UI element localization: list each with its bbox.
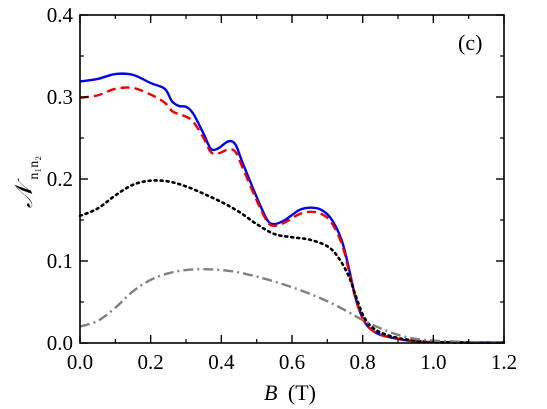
- tick-labels: 0.0 0.2 0.4 0.6 0.8 1.0 1.2 0.0 0.1 0.2 0.3 0.4: [47, 3, 517, 374]
- series-line-3-dotted: [78, 179, 506, 344]
- y-axis-label: 𝒩 n₁n₂: [12, 156, 42, 208]
- y-tick-label: 0.3: [47, 85, 73, 109]
- y-tick-label: 0.0: [47, 331, 73, 355]
- x-axis-unit: (T): [288, 380, 316, 405]
- plot-frame: [79, 14, 505, 344]
- x-tick-label: 1.2: [491, 350, 517, 374]
- series-line-2-dashed: [79, 86, 505, 344]
- y-tick-label: 0.4: [47, 3, 74, 27]
- y-tick-label: 0.2: [47, 167, 73, 191]
- series-line-1-solid: [79, 72, 505, 344]
- y-tick-label: 0.1: [47, 249, 73, 273]
- curves: [78, 72, 506, 344]
- x-axis-label: B (T): [264, 380, 316, 405]
- x-axis-symbol: B: [264, 380, 277, 405]
- x-tick-label: 0.0: [67, 350, 93, 374]
- x-tick-label: 0.2: [138, 350, 164, 374]
- x-tick-label: 0.6: [279, 350, 305, 374]
- x-tick-label: 0.8: [350, 350, 376, 374]
- y-axis-symbol: 𝒩: [12, 178, 38, 208]
- panel-label: (c): [458, 30, 482, 55]
- x-tick-label: 1.0: [420, 350, 446, 374]
- series-line-4-dashdot: [79, 268, 505, 344]
- x-tick-label: 0.4: [208, 350, 235, 374]
- y-axis-subscript: n₁n₂: [27, 156, 42, 180]
- ticks: [79, 14, 505, 344]
